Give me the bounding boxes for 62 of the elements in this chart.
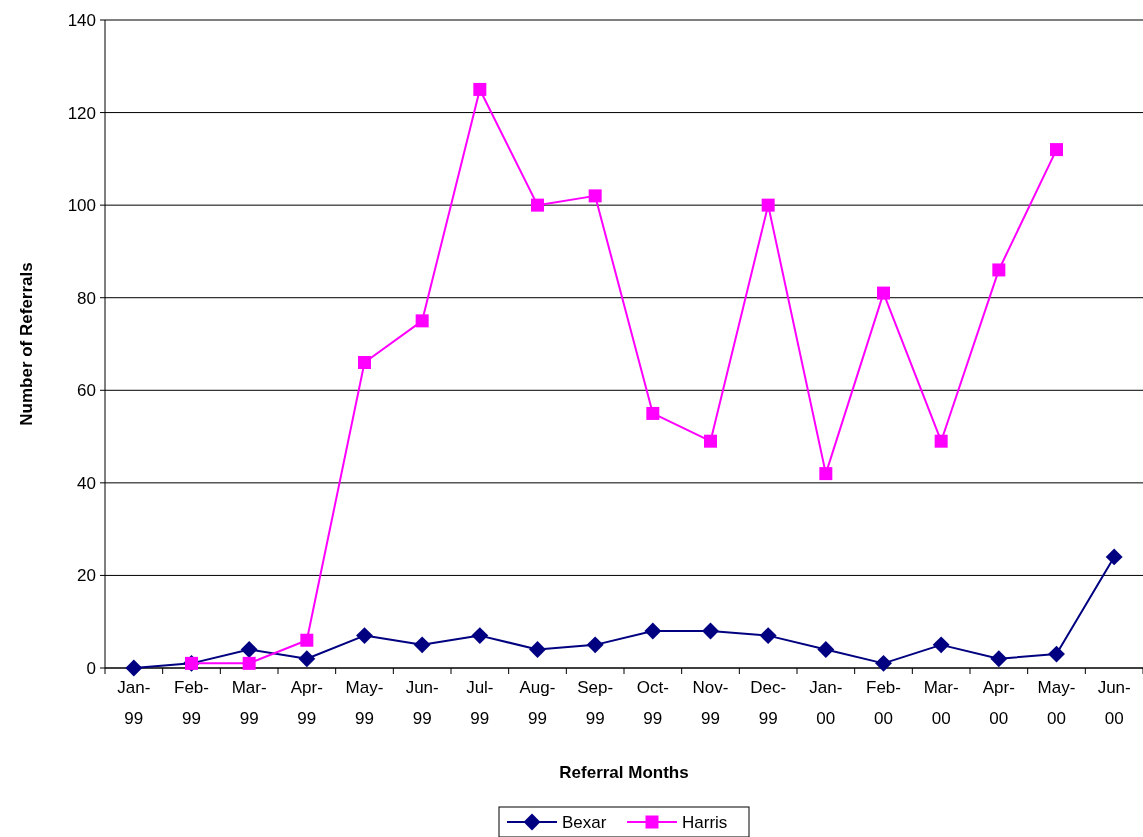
point bbox=[298, 650, 316, 668]
point bbox=[240, 641, 258, 658]
x-tick-label: Feb-00 bbox=[866, 678, 901, 728]
x-axis-title: Referral Months bbox=[559, 763, 689, 782]
point bbox=[415, 314, 429, 328]
point bbox=[819, 467, 833, 481]
y-tick-label: 100 bbox=[67, 196, 96, 216]
point bbox=[646, 406, 660, 420]
point bbox=[125, 659, 143, 677]
point bbox=[529, 641, 546, 658]
x-tick-label: Jan-00 bbox=[809, 678, 843, 728]
x-tick-label: Feb-99 bbox=[174, 678, 209, 728]
x-tick-label: Apr-99 bbox=[290, 678, 323, 728]
point bbox=[990, 650, 1008, 668]
point bbox=[875, 654, 892, 672]
point bbox=[817, 641, 835, 658]
x-tick-label: May-00 bbox=[1037, 678, 1076, 728]
point bbox=[471, 627, 489, 645]
point bbox=[1050, 143, 1063, 157]
point bbox=[992, 263, 1006, 277]
x-tick-label: Jan-99 bbox=[117, 678, 151, 728]
y-tick-label: 80 bbox=[77, 288, 96, 308]
y-tick-label: 60 bbox=[77, 381, 96, 401]
point bbox=[702, 622, 719, 640]
point bbox=[877, 286, 890, 300]
y-tick-label: 0 bbox=[86, 658, 96, 678]
point bbox=[759, 627, 777, 645]
point bbox=[761, 198, 775, 212]
x-tick-label: Apr-00 bbox=[982, 678, 1015, 728]
point bbox=[242, 656, 256, 670]
x-tick-label: Jul-99 bbox=[466, 678, 494, 728]
point bbox=[356, 627, 373, 645]
y-tick-label: 40 bbox=[77, 473, 96, 493]
point bbox=[588, 189, 602, 203]
x-tick-label: Nov-99 bbox=[692, 678, 729, 728]
point bbox=[358, 356, 371, 370]
y-tick-label: 140 bbox=[67, 10, 96, 30]
point bbox=[531, 198, 544, 212]
x-tick-label: May-99 bbox=[345, 678, 384, 728]
legend-label: Harris bbox=[682, 812, 728, 832]
point bbox=[473, 82, 487, 96]
point bbox=[300, 633, 314, 647]
x-tick-label: Oct-99 bbox=[636, 678, 669, 728]
point bbox=[932, 636, 950, 654]
point bbox=[934, 434, 948, 448]
x-tick-label: Aug-99 bbox=[519, 678, 556, 728]
x-tick-label: Jun-99 bbox=[405, 678, 439, 728]
y-tick-label: 120 bbox=[67, 103, 96, 123]
point bbox=[704, 434, 717, 448]
x-tick-label: Mar-99 bbox=[231, 678, 267, 728]
x-tick-label: Sep-99 bbox=[577, 678, 614, 728]
point bbox=[413, 636, 431, 654]
y-axis-title: Number of Referrals bbox=[17, 262, 36, 426]
legend-label: Bexar bbox=[562, 812, 607, 832]
point bbox=[1105, 548, 1123, 566]
x-tick-label: Jun-00 bbox=[1097, 678, 1131, 728]
point bbox=[586, 636, 604, 654]
point bbox=[1048, 645, 1065, 663]
x-tick-label: Mar-00 bbox=[923, 678, 959, 728]
y-tick-label: 20 bbox=[77, 566, 96, 586]
point bbox=[644, 622, 662, 640]
x-tick-label: Dec-99 bbox=[750, 678, 787, 728]
